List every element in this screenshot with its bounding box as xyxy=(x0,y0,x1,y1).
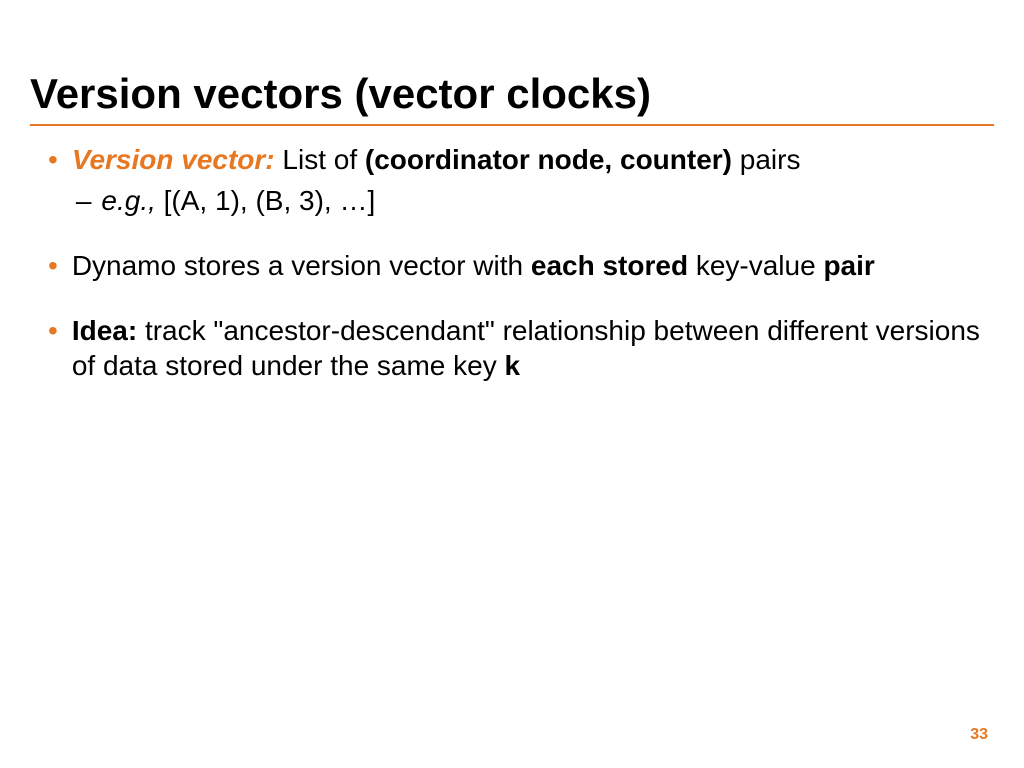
bullet-marker: • xyxy=(48,248,58,283)
bullet-item: • Dynamo stores a version vector with ea… xyxy=(48,248,994,283)
slide-title: Version vectors (vector clocks) xyxy=(30,70,994,118)
page-number: 33 xyxy=(970,726,988,744)
bullet-item: • Version vector: List of (coordinator n… xyxy=(48,142,994,218)
text-bold: Idea: xyxy=(72,315,145,346)
text-bold: each stored xyxy=(531,250,696,281)
content-area: • Version vector: List of (coordinator n… xyxy=(30,142,994,383)
bullet-text: Dynamo stores a version vector with each… xyxy=(72,248,875,283)
bullet-text: Idea: track "ancestor-descendant" relati… xyxy=(72,313,994,383)
title-underline xyxy=(30,124,994,126)
sub-marker: – xyxy=(76,183,92,218)
bullet-marker: • xyxy=(48,142,58,218)
bullet-text: Version vector: List of (coordinator nod… xyxy=(72,142,801,218)
text-segment: List of xyxy=(282,144,364,175)
text-segment: pairs xyxy=(740,144,801,175)
text-segment: key-value xyxy=(696,250,824,281)
text-bold: (coordinator node, counter) xyxy=(365,144,740,175)
text-bold: k xyxy=(505,350,521,381)
text-segment: Dynamo stores a version vector with xyxy=(72,250,531,281)
bullet-item: • Idea: track "ancestor-descendant" rela… xyxy=(48,313,994,383)
sub-bullet: – e.g., [(A, 1), (B, 3), …] xyxy=(76,183,801,218)
text-segment: [(A, 1), (B, 3), …] xyxy=(164,185,376,216)
text-segment: track "ancestor-descendant" relationship… xyxy=(72,315,980,381)
sub-text: e.g., [(A, 1), (B, 3), …] xyxy=(101,183,375,218)
term-label: Version vector: xyxy=(72,144,283,175)
bullet-marker: • xyxy=(48,313,58,383)
text-bold: pair xyxy=(823,250,874,281)
text-italic: e.g., xyxy=(101,185,163,216)
